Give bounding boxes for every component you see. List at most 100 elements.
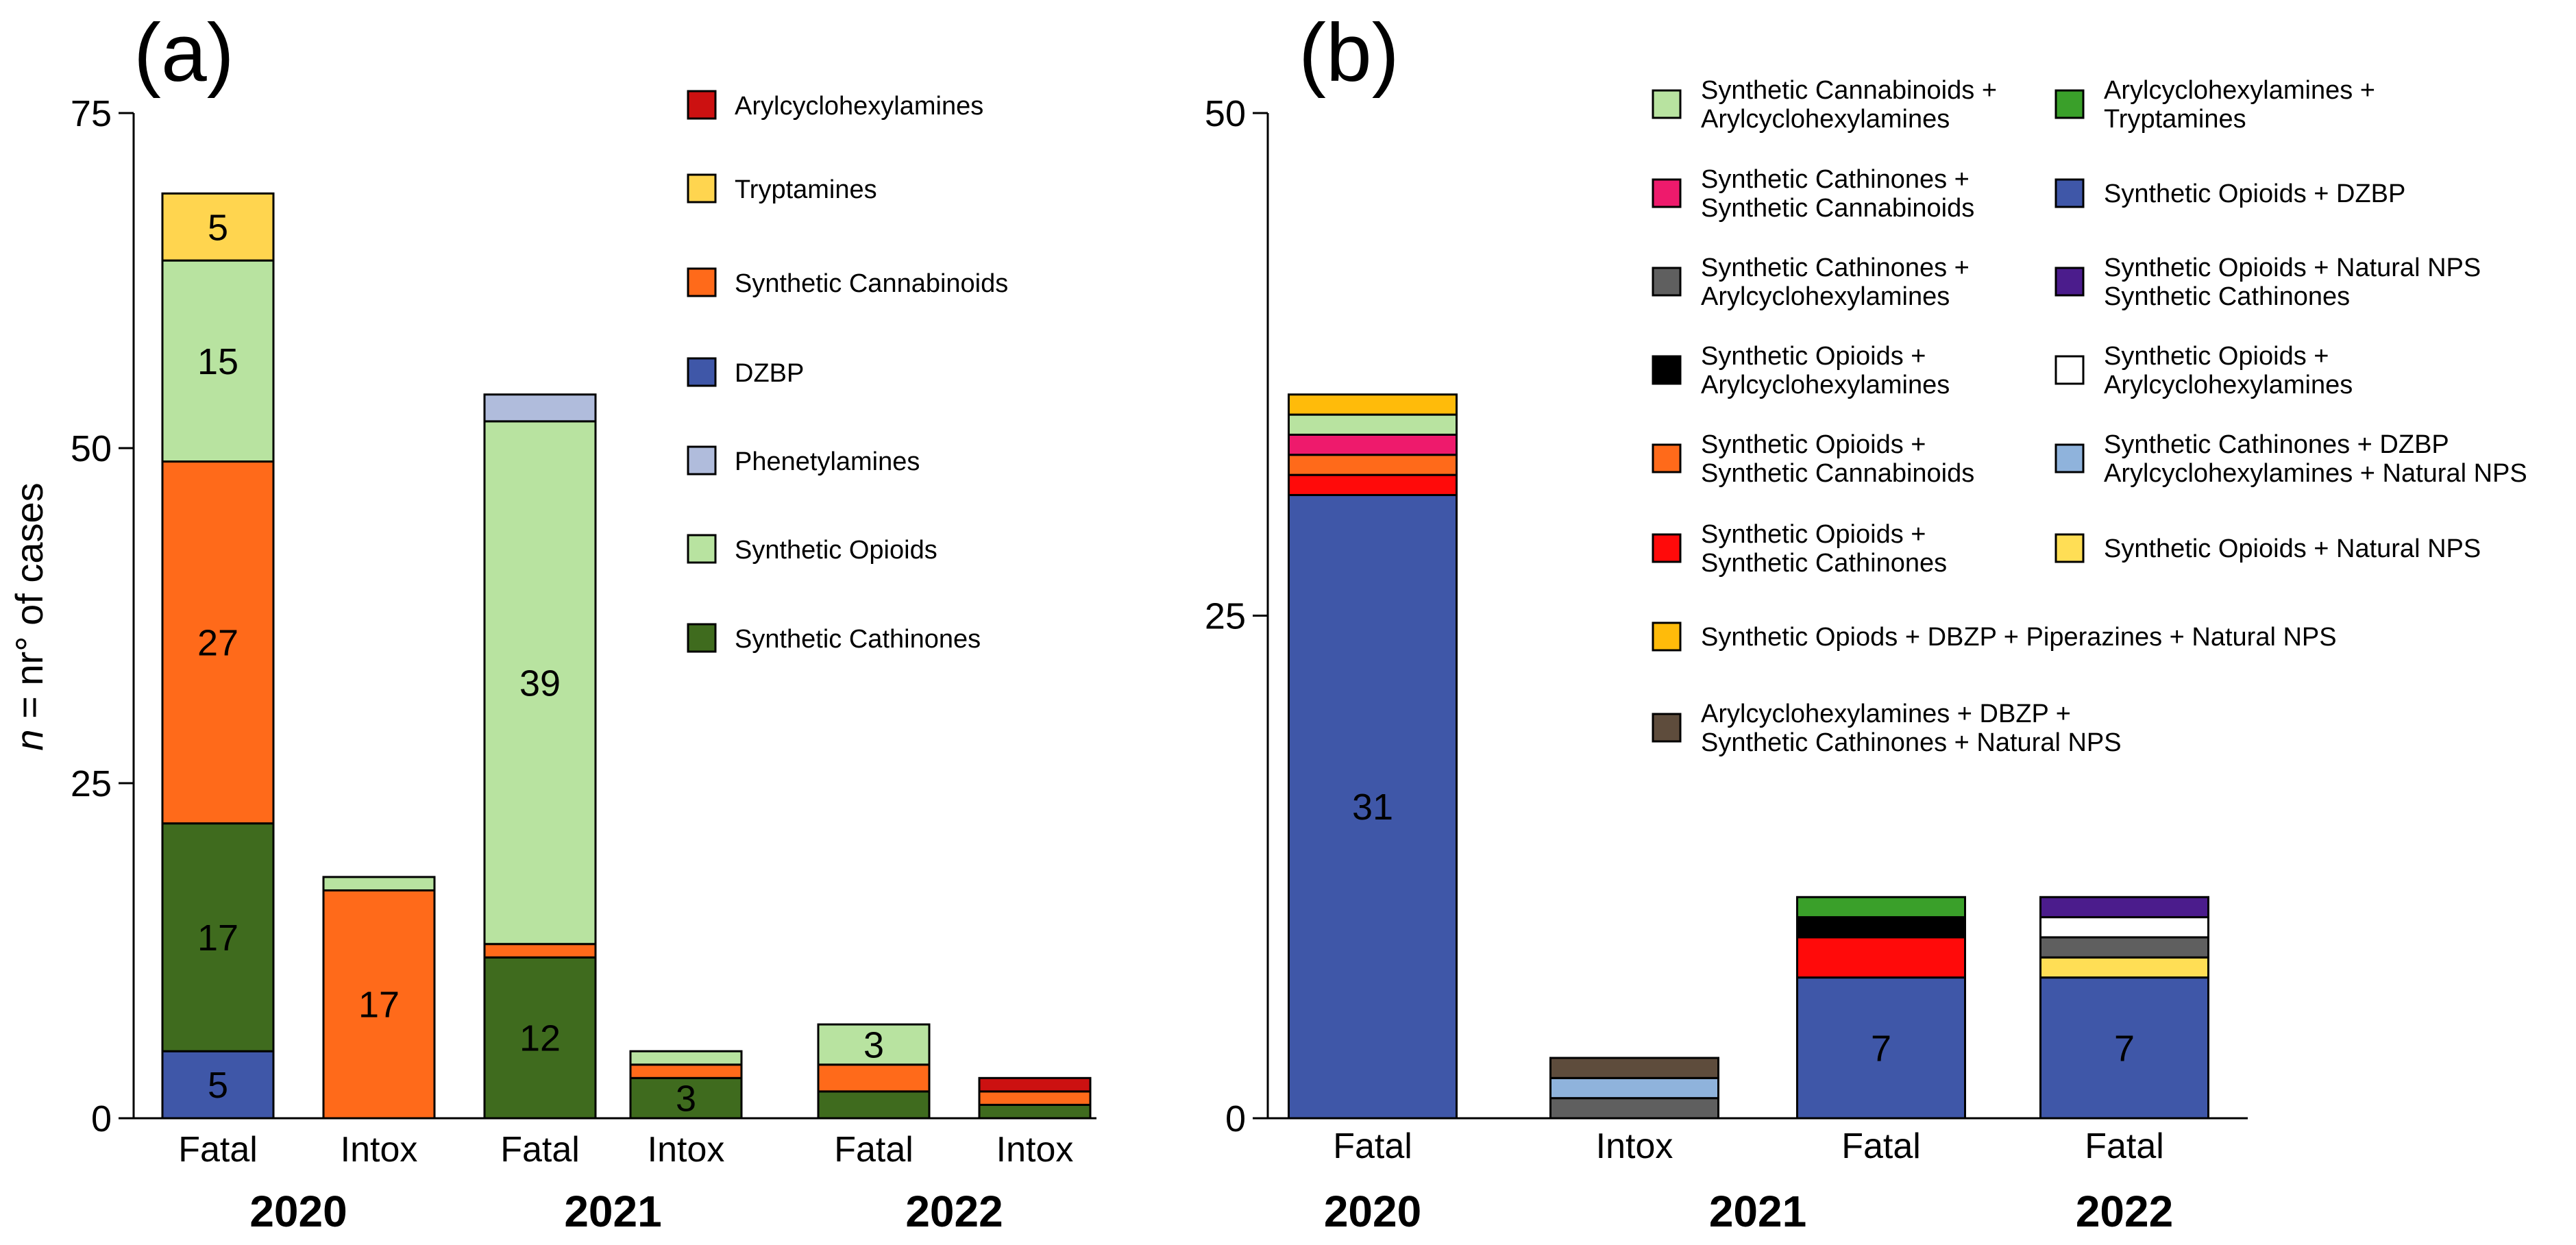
legend-swatch	[2054, 443, 2085, 473]
legend-swatch	[1652, 443, 1682, 473]
legend-item: Synthetic Cathinones +Arylcyclohexylamin…	[1652, 254, 1970, 311]
bar-segment	[2039, 976, 2209, 1120]
legend-item: Phenetylamines	[687, 445, 920, 476]
bar-segment	[483, 420, 597, 946]
x-category-label: Intox	[1596, 1126, 1673, 1166]
legend-swatch	[1652, 89, 1682, 119]
x-category-label: Fatal	[1841, 1126, 1921, 1166]
y-tick-label: 25	[71, 763, 112, 804]
legend-swatch	[1652, 533, 1682, 563]
y-tick-label: 50	[1205, 93, 1246, 134]
legend-swatch	[687, 534, 717, 564]
bar-segment	[817, 1023, 931, 1066]
legend-label: Arylcyclohexylamines	[1701, 282, 1950, 311]
bar-segment	[1796, 916, 1966, 939]
bar-segment	[161, 822, 275, 1052]
legend-label: Synthetic Opioids + DZBP	[2104, 180, 2405, 208]
legend-label: Synthetic Cathinones +	[1701, 165, 1970, 194]
y-axis-label: n = nr° of cases	[8, 482, 51, 750]
legend-swatch	[687, 267, 717, 297]
data-label: 27	[197, 623, 238, 664]
x-category-label: Fatal	[834, 1130, 913, 1170]
legend-item: Tryptamines	[687, 173, 877, 204]
legend-swatch	[2054, 89, 2085, 119]
year-label: 2020	[1324, 1187, 1421, 1236]
legend-item: Synthetic Cathinones + DZBPArylcyclohexy…	[2054, 430, 2527, 488]
bar-segment	[2039, 936, 2209, 959]
bar-segment	[161, 1050, 275, 1120]
bar-segment	[322, 889, 436, 1120]
y-tick-label: 50	[71, 428, 112, 469]
x-category-label: Intox	[996, 1130, 1074, 1170]
bar-segment	[978, 1090, 1092, 1106]
x-category-label: Intox	[648, 1130, 725, 1170]
legend-label: Synthetic Cannabinoids +	[1701, 76, 1997, 105]
bar-segment	[161, 460, 275, 825]
legend-item: Synthetic Cathinones	[687, 623, 981, 654]
legend-swatch	[2054, 178, 2085, 208]
legend-label: Tryptamines	[2104, 105, 2246, 134]
bar-segment	[629, 1063, 743, 1079]
panel-label: (a)	[134, 7, 234, 99]
legend-swatch	[1652, 713, 1682, 743]
data-label: 12	[519, 1018, 561, 1059]
legend-swatch	[687, 90, 717, 120]
legend-label: Synthetic Cathinones	[2104, 282, 2350, 311]
data-label: 5	[208, 1065, 228, 1106]
bar-segment	[483, 956, 597, 1120]
bar-segment	[1796, 896, 1966, 919]
legend-swatch	[1652, 355, 1682, 385]
y-tick-label: 0	[91, 1098, 112, 1139]
legend-item: Synthetic Opioids + Natural NPSSynthetic…	[2054, 254, 2481, 311]
legend-item: Synthetic Cannabinoids	[687, 267, 1008, 298]
x-category-label: Fatal	[178, 1130, 258, 1170]
legend-swatch	[687, 623, 717, 653]
legend-swatch	[2054, 267, 2085, 297]
bar-segment	[2039, 956, 2209, 979]
bar-segment	[483, 393, 597, 423]
bar-segment	[1288, 413, 1458, 436]
legend-swatch	[1652, 267, 1682, 297]
data-label: 3	[676, 1078, 696, 1120]
legend-item: Synthetic Opioids + DZBP	[2054, 178, 2405, 208]
legend-item: Synthetic Opioids +Arylcyclohexylamines	[2054, 342, 2353, 399]
bar-segment	[629, 1050, 743, 1066]
x-category-label: Fatal	[500, 1130, 580, 1170]
legend-label: Synthetic Opioids +	[1701, 520, 1926, 549]
legend-label: Synthetic Cathinones	[735, 625, 981, 654]
legend-swatch	[687, 445, 717, 476]
bar-segment	[161, 192, 275, 262]
panel-label: (b)	[1299, 7, 1399, 99]
legend-item: Synthetic Opioids +Synthetic Cannabinoid…	[1652, 430, 1974, 488]
panel-a: (a) 0 25 50 75 n = nr° of cases 5 17 27 15 5 Fatal 1…	[8, 7, 1096, 1236]
legend-label: Tryptamines	[735, 175, 877, 204]
bar-segment	[978, 1076, 1092, 1093]
bar-segment	[1288, 433, 1458, 456]
legend-label: Synthetic Opiods + DBZP + Piperazines + …	[1701, 623, 2337, 652]
year-label: 2021	[1709, 1187, 1806, 1236]
bar-segment	[1549, 1097, 1719, 1120]
legend-label: Phenetylamines	[735, 447, 920, 476]
legend-label: Synthetic Opioids +	[1701, 342, 1926, 371]
year-label: 2020	[249, 1187, 347, 1236]
legend-label: Synthetic Cathinones	[1701, 549, 1947, 578]
bar-segment	[817, 1090, 931, 1120]
legend-swatch	[687, 173, 717, 204]
data-label: 7	[1871, 1028, 1891, 1069]
legend-item: Synthetic Opioids + Natural NPS	[2054, 533, 2481, 563]
legend-item: Arylcyclohexylamines +Tryptamines	[2054, 76, 2375, 134]
bar-segment	[817, 1063, 931, 1093]
data-label: 3	[863, 1024, 884, 1065]
legend-label: Arylcyclohexylamines	[1701, 371, 1950, 399]
legend-swatch	[687, 357, 717, 387]
bar-segment	[1796, 976, 1966, 1120]
legend-swatch	[2054, 355, 2085, 385]
legend-label: Arylcyclohexylamines + DBZP +	[1701, 700, 2071, 728]
legend-label: Synthetic Cannabinoids	[1701, 194, 1974, 223]
legend-label: Synthetic Opioids +	[2104, 342, 2329, 371]
x-category-label: Intox	[341, 1130, 418, 1170]
data-label: 17	[197, 917, 238, 959]
bar-segment	[1288, 454, 1458, 476]
legend-item: Arylcyclohexylamines	[687, 90, 983, 121]
bar-segment	[2039, 916, 2209, 939]
